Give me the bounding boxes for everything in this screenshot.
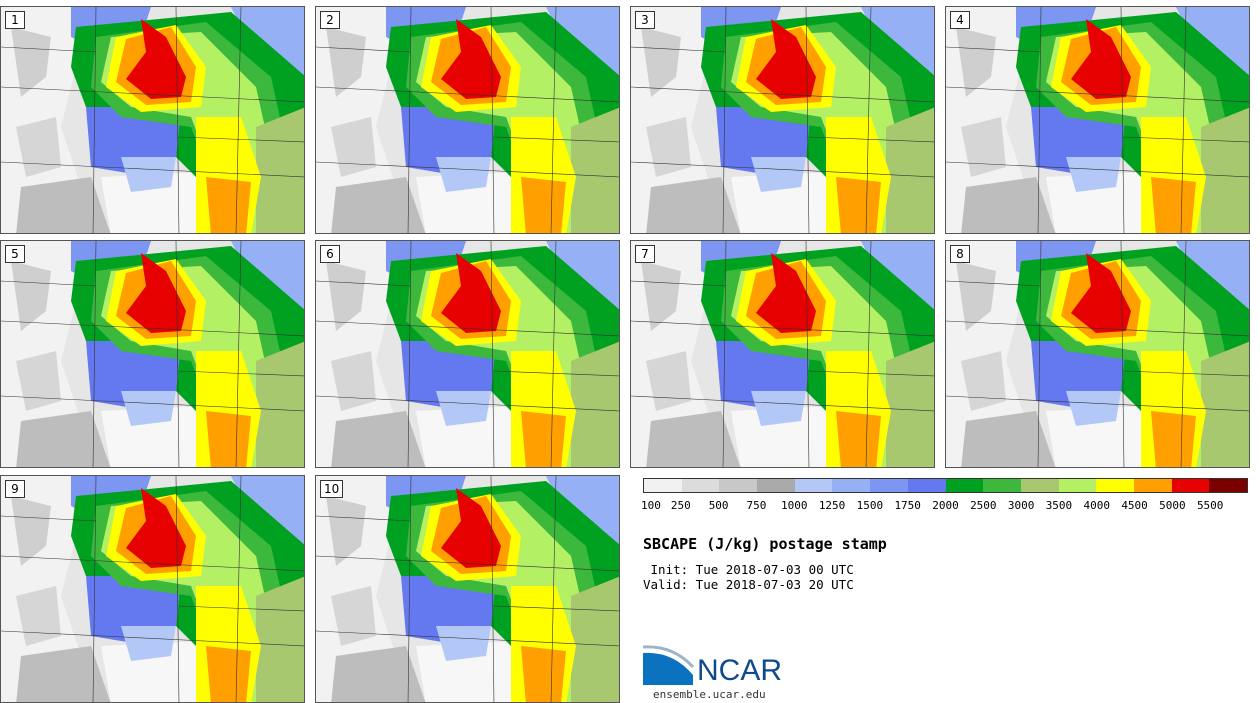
map-panel-3: 3: [630, 6, 935, 234]
map-panel-1: 1: [0, 6, 305, 234]
map-panel-2: 2: [315, 6, 620, 234]
valid-time: Valid: Tue 2018-07-03 20 UTC: [643, 577, 854, 592]
member-number: 7: [635, 245, 655, 263]
colorbar-segment: [1020, 479, 1059, 492]
colorbar-tick-label: 1250: [818, 499, 846, 512]
colorbar-tick-label: 750: [746, 499, 767, 512]
colorbar-segment: [1133, 479, 1172, 492]
colorbar-segment: [757, 479, 795, 492]
colorbar-segment: [907, 479, 946, 492]
colorbar-segment: [1171, 479, 1210, 492]
colorbar-segment: [945, 479, 984, 492]
colorbar-segment: [870, 479, 908, 492]
colorbar-segment: [794, 479, 833, 492]
ncar-logo: [643, 645, 695, 685]
colorbar-labels: 100 250 500 750 1000 1250 1500 1750 2000 2500 3000…: [641, 499, 1248, 513]
chart-title: SBCAPE (J/kg) postage stamp: [643, 535, 887, 553]
colorbar-tick-label: 1750: [894, 499, 921, 512]
member-number: 5: [5, 245, 25, 263]
member-number: 10: [320, 480, 344, 498]
colorbar-tick-label: 1000: [781, 499, 808, 512]
colorbar-tick-label: 3500: [1045, 499, 1073, 512]
init-time: Init: Tue 2018-07-03 00 UTC: [643, 562, 854, 577]
colorbar-tick-label: 2500: [970, 499, 997, 512]
colorbar-tick-label: 2000: [932, 499, 959, 512]
member-number: 2: [320, 11, 340, 29]
colorbar-tick-label: 4500: [1121, 499, 1148, 512]
colorbar-segment: [681, 479, 720, 492]
colorbar-segment: [719, 479, 758, 492]
url-text: ensemble.ucar.edu: [653, 688, 766, 701]
colorbar-tick-label: 4000: [1083, 499, 1111, 512]
map-panel-4: 4: [945, 6, 1250, 234]
colorbar-segment: [1058, 479, 1097, 492]
logo-text: NCAR: [697, 654, 783, 687]
map-panel-8: 8: [945, 240, 1250, 468]
member-number: 4: [950, 11, 970, 29]
colorbar-tick-label: 1500: [856, 499, 884, 512]
cape-map: [316, 7, 619, 233]
map-panel-9: 9: [0, 475, 305, 703]
cape-map: [316, 241, 619, 467]
colorbar-tick-label: 500: [708, 499, 729, 512]
member-number: 9: [5, 480, 25, 498]
cape-map: [946, 7, 1249, 233]
colorbar-tick-label: 250: [670, 499, 691, 512]
map-panel-5: 5: [0, 240, 305, 468]
cape-map: [1, 241, 304, 467]
map-panel-10: 10: [315, 475, 620, 703]
colorbar-tick-label: 5500: [1196, 499, 1224, 512]
colorbar-segment: [832, 479, 871, 492]
member-number: 8: [950, 245, 970, 263]
cape-map: [631, 7, 934, 233]
cape-map: [1, 7, 304, 233]
cape-map: [946, 241, 1249, 467]
member-number: 6: [320, 245, 340, 263]
member-number: 3: [635, 11, 655, 29]
cape-map: [631, 241, 934, 467]
colorbar: [643, 478, 1248, 493]
colorbar-segment: [1209, 479, 1247, 492]
colorbar-tick-label: 3000: [1007, 499, 1035, 512]
cape-map: [316, 476, 619, 702]
colorbar-segment: [983, 479, 1021, 492]
map-panel-7: 7: [630, 240, 935, 468]
cape-map: [1, 476, 304, 702]
map-panel-6: 6: [315, 240, 620, 468]
colorbar-segment: [1096, 479, 1134, 492]
colorbar-tick-label: 100: [641, 499, 661, 512]
member-number: 1: [5, 11, 25, 29]
colorbar-segment: [644, 479, 682, 492]
colorbar-tick-label: 5000: [1159, 499, 1186, 512]
